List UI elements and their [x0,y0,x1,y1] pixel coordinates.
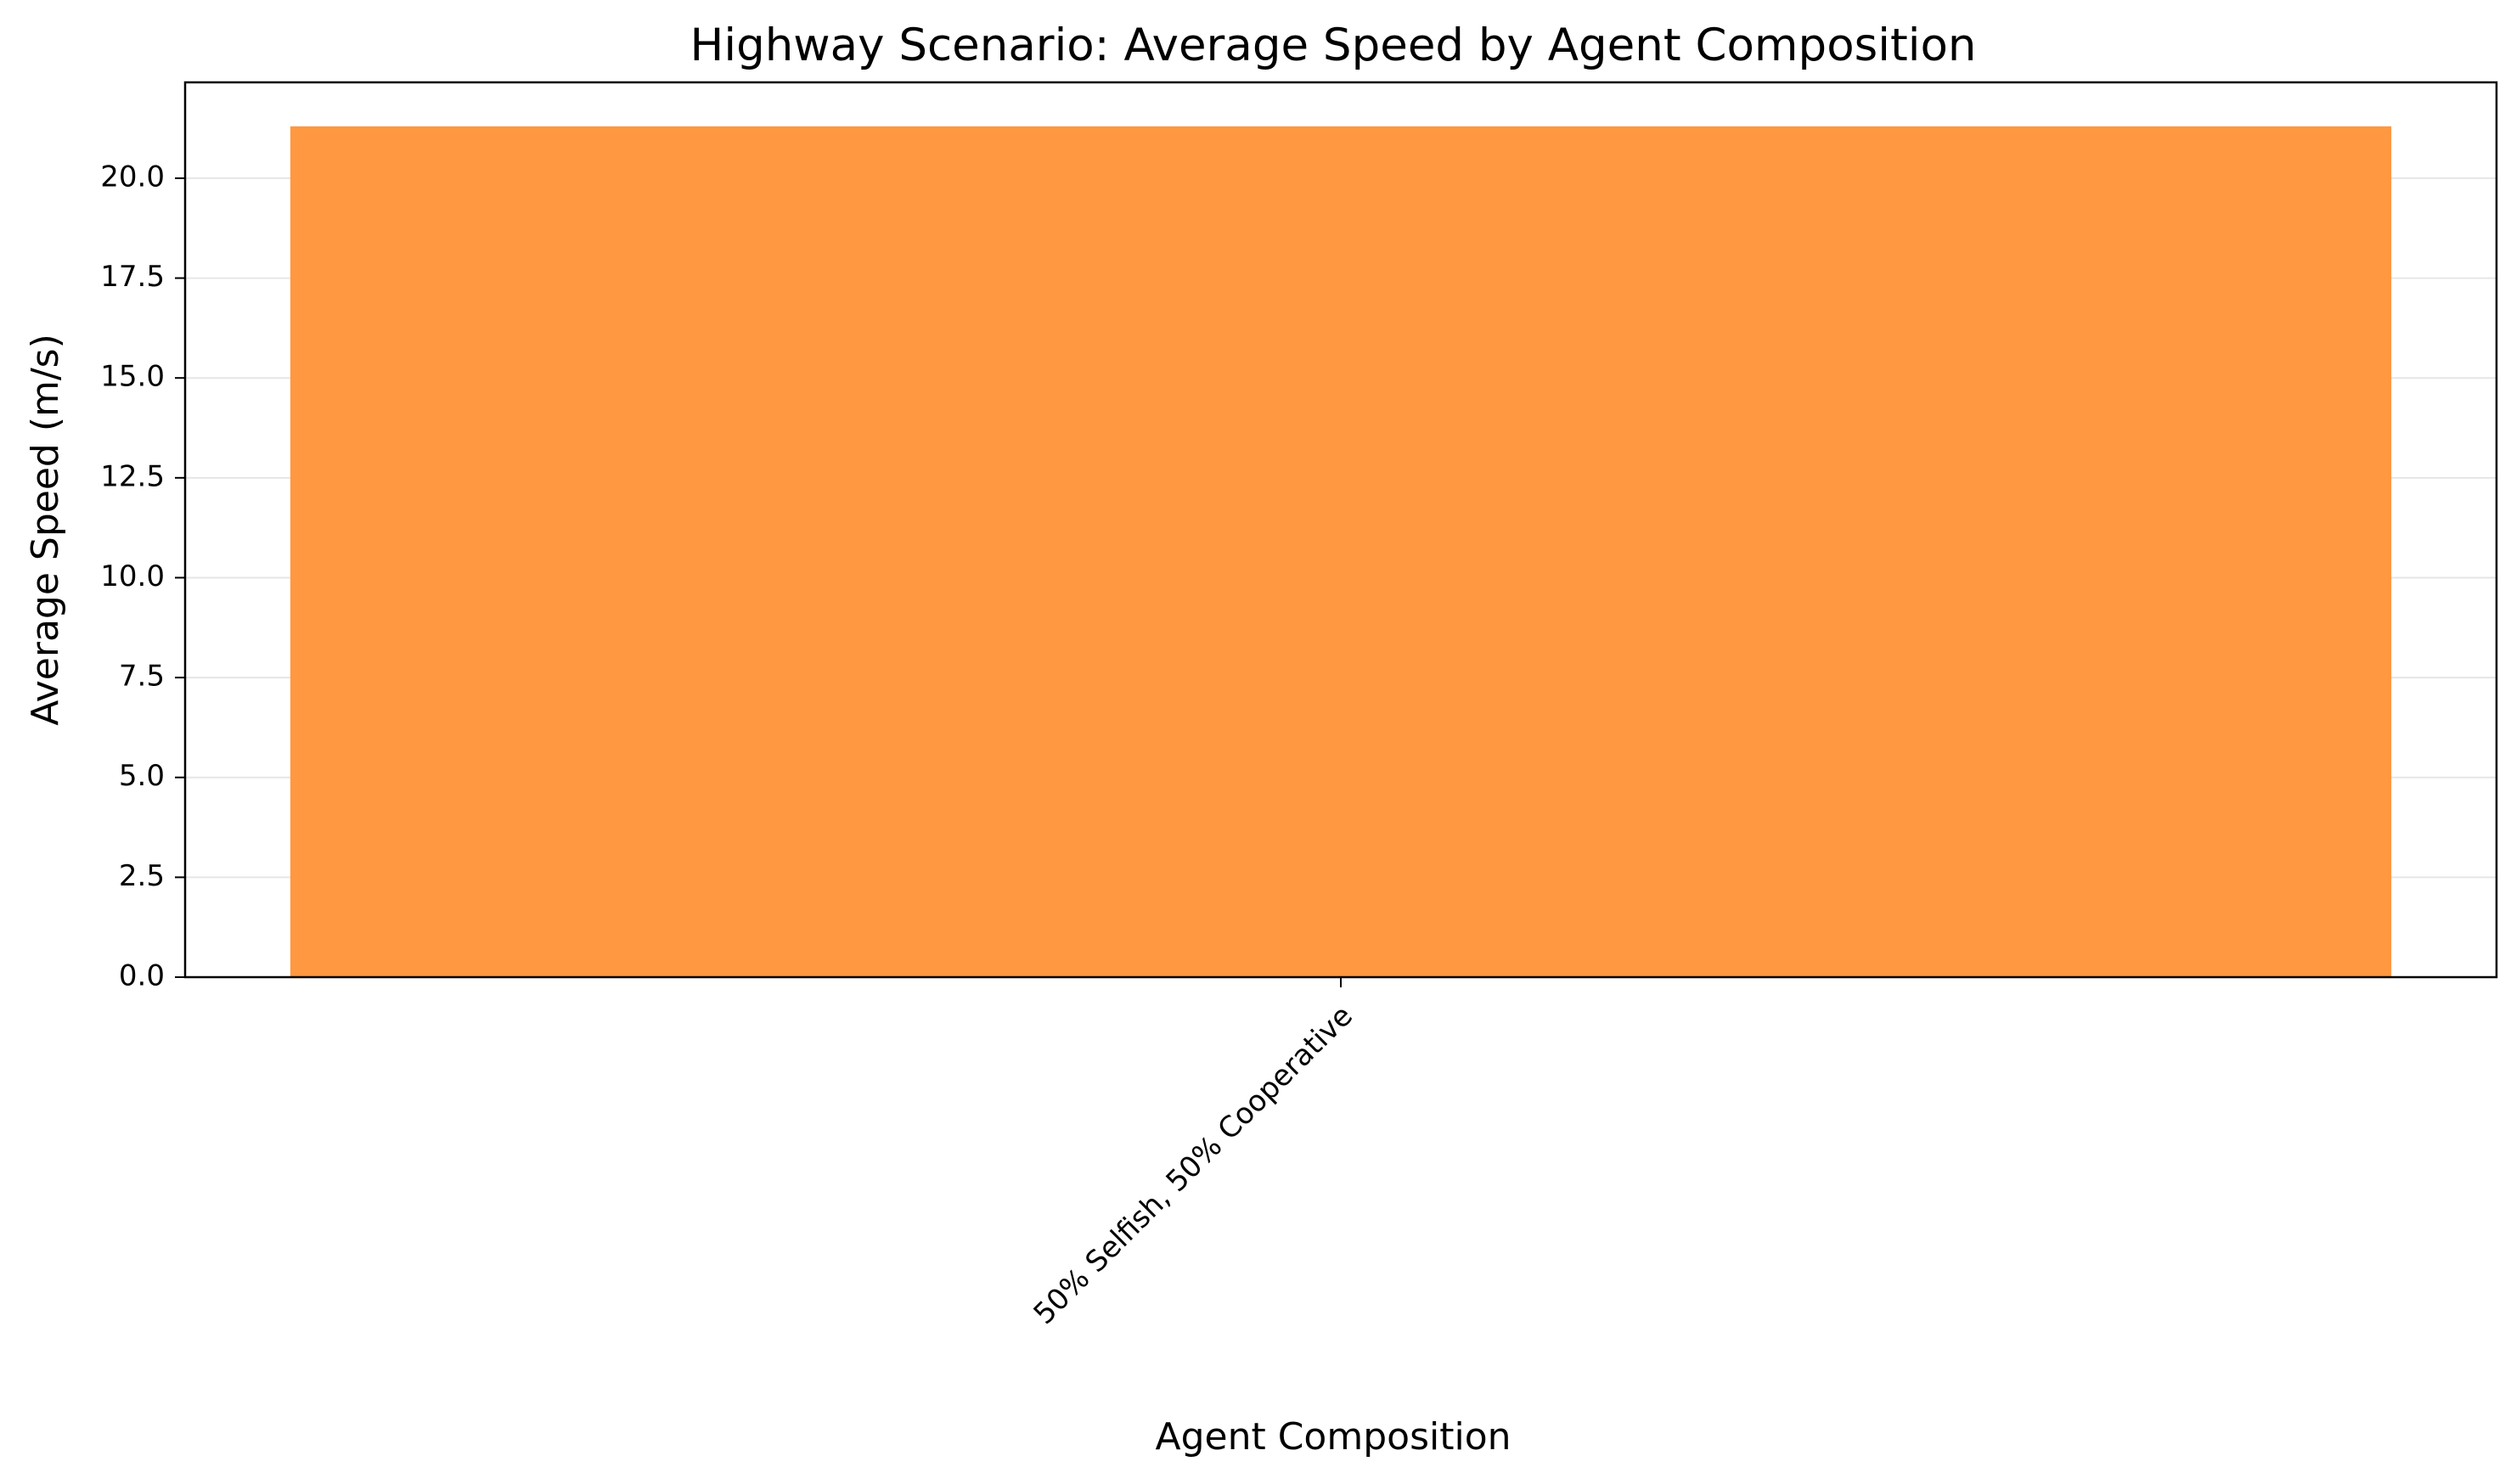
y-axis-ticks: 0.0 2.5 5.0 7.5 10.0 12.5 15.0 17.5 20.0 [100,160,185,993]
y-tick-label: 7.5 [119,660,165,694]
y-tick-label: 20.0 [100,160,165,194]
y-tick-label: 17.5 [100,260,165,294]
y-tick-label: 15.0 [100,360,165,394]
chart-title: Highway Scenario: Average Speed by Agent… [690,20,1976,71]
y-tick-label: 2.5 [119,859,165,893]
y-tick-label: 0.0 [119,959,165,993]
bar-0 [290,126,2392,978]
y-tick-label: 10.0 [100,559,165,593]
bars [290,126,2392,978]
y-axis-title: Average Speed (m/s) [24,334,67,726]
y-tick-label: 5.0 [119,759,165,793]
y-tick-label: 12.5 [100,459,165,493]
x-axis-title: Agent Composition [1155,1415,1511,1459]
